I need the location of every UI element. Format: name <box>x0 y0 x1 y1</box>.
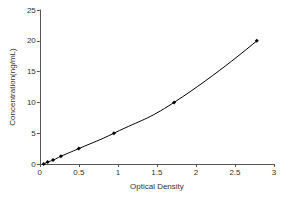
svg-text:25: 25 <box>27 6 36 15</box>
svg-text:3: 3 <box>272 168 277 177</box>
svg-text:1.5: 1.5 <box>151 168 163 177</box>
svg-text:0.5: 0.5 <box>73 168 85 177</box>
svg-text:0: 0 <box>38 168 43 177</box>
svg-text:1: 1 <box>116 168 121 177</box>
svg-text:20: 20 <box>27 36 36 45</box>
svg-text:5: 5 <box>31 129 36 138</box>
svg-text:15: 15 <box>27 67 36 76</box>
svg-text:Concentration(ng/mL): Concentration(ng/mL) <box>8 48 17 126</box>
svg-text:Optical Density: Optical Density <box>130 182 184 191</box>
svg-text:2.5: 2.5 <box>229 168 241 177</box>
svg-text:2: 2 <box>194 168 199 177</box>
svg-text:0: 0 <box>31 160 36 169</box>
svg-text:10: 10 <box>27 98 36 107</box>
